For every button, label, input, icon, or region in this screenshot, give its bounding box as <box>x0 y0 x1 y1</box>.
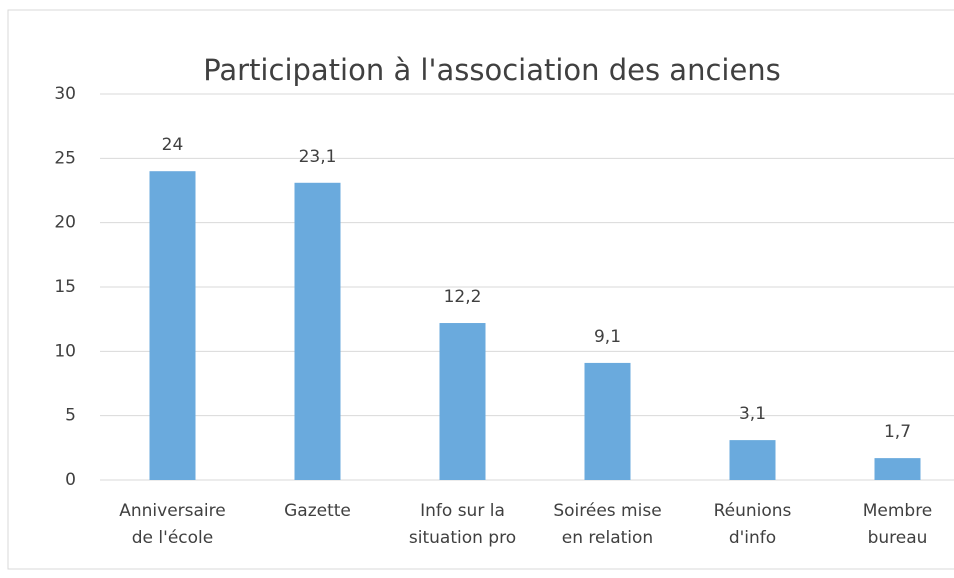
x-tick-label: Gazette <box>284 501 351 521</box>
x-tick-label: Anniversaire de l'école <box>119 501 225 548</box>
data-label: 24 <box>162 135 184 155</box>
x-tick-label: Info sur la situation pro <box>409 501 516 548</box>
y-tick-label: 0 <box>65 470 76 490</box>
data-label: 9,1 <box>594 327 621 347</box>
bar <box>874 458 921 480</box>
chart-title: Participation à l'association des ancien… <box>203 53 781 87</box>
data-label: 3,1 <box>739 404 766 424</box>
y-tick-label: 20 <box>54 213 76 233</box>
bar <box>439 323 486 480</box>
x-tick-label: Soirées mise en relation <box>553 501 661 548</box>
y-tick-label: 5 <box>65 406 76 426</box>
bar <box>584 362 631 480</box>
data-label: 1,7 <box>884 422 911 442</box>
data-label: 23,1 <box>299 147 337 167</box>
bar <box>729 440 776 480</box>
y-tick-label: 10 <box>54 341 76 361</box>
y-tick-label: 25 <box>54 148 76 168</box>
x-tick-label: Membre bureau <box>863 501 933 548</box>
y-tick-label: 15 <box>54 277 76 297</box>
y-tick-label: 30 <box>54 84 76 104</box>
bar <box>294 182 341 480</box>
bar <box>149 171 196 480</box>
data-label: 12,2 <box>444 287 482 307</box>
x-tick-label: Réunions d'info <box>714 501 792 548</box>
